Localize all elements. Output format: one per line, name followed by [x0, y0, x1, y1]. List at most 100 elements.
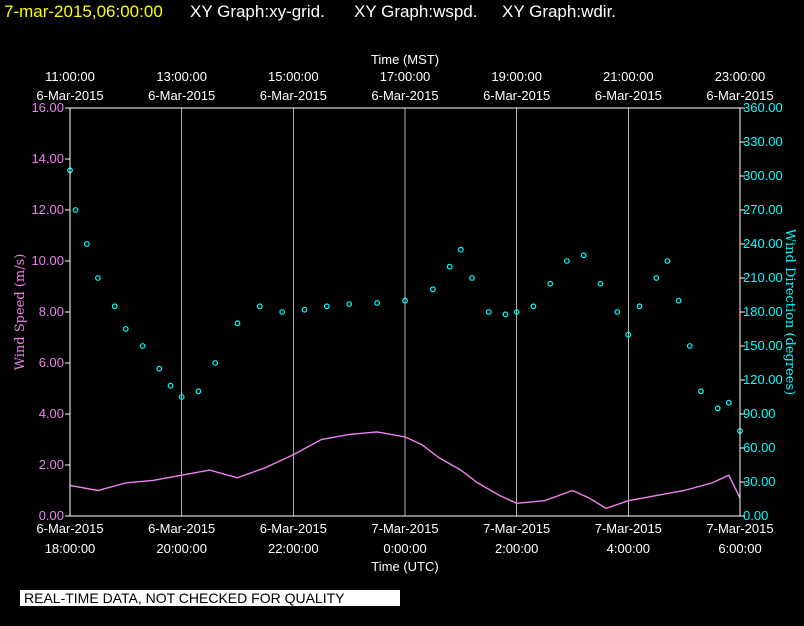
wind-direction-point	[122, 326, 129, 332]
wind-direction-point	[156, 365, 163, 372]
top-tick-date: 6-Mar-2015	[36, 88, 103, 103]
bottom-tick-date: 7-Mar-2015	[371, 521, 438, 536]
wind-direction-point	[675, 297, 682, 304]
left-axis-ticks: 0.00 2.00 4.00 6.00 8.00 10.00 12.00 14.00 16.00	[31, 100, 70, 523]
wind-direction-point	[636, 303, 643, 310]
wind-direction-point	[457, 246, 464, 253]
right-axis-ticks: 0.00 30.00 60.00 90.00 120.00 150.00 180.00 210…	[740, 100, 783, 523]
top-tick-date: 6-Mar-2015	[706, 88, 773, 103]
wind-direction-point	[714, 405, 721, 412]
wind-direction-point	[139, 343, 146, 349]
top-tick-date: 6-Mar-2015	[595, 88, 662, 103]
wind-direction-point	[279, 309, 286, 315]
wind-direction-point	[513, 309, 520, 315]
wind-direction-point	[580, 252, 587, 259]
wind-direction-point	[72, 207, 79, 213]
top-axis-label: Time (MST)	[371, 52, 439, 67]
right-tick-label: 180.00	[743, 304, 783, 319]
right-tick-label: 30.00	[743, 474, 776, 489]
left-tick-label: 4.00	[39, 406, 64, 421]
left-tick-label: 10.00	[31, 253, 64, 268]
right-tick-label: 0.00	[743, 508, 768, 523]
right-tick-label: 60.00	[743, 440, 776, 455]
wind-direction-point	[83, 241, 90, 247]
header-graph-wspd: XY Graph:wspd.	[354, 2, 478, 21]
left-tick-label: 8.00	[39, 304, 64, 319]
wind-direction-point	[614, 309, 621, 315]
bottom-axis-ticks: 6-Mar-2015 18:00:00 6-Mar-2015 20:00:00 6-Ma…	[36, 521, 773, 556]
wind-direction-point	[446, 263, 453, 270]
grid	[181, 108, 629, 516]
left-tick-label: 12.00	[31, 202, 64, 217]
bottom-tick-date: 7-Mar-2015	[483, 521, 550, 536]
bottom-tick-time: 4:00:00	[607, 541, 650, 556]
right-tick-label: 210.00	[743, 270, 783, 285]
left-tick-label: 14.00	[31, 151, 64, 166]
wind-speed-series	[69, 431, 741, 510]
left-tick-label: 6.00	[39, 355, 64, 370]
header-timestamp: 7-mar-2015,06:00:00	[4, 2, 163, 21]
wind-direction-point	[94, 275, 101, 281]
header-graph-xy-grid: XY Graph:xy-grid.	[190, 2, 325, 21]
top-tick-time: 11:00:00	[45, 69, 95, 84]
top-tick-date: 6-Mar-2015	[371, 88, 438, 103]
right-tick-label: 240.00	[743, 236, 783, 251]
top-tick-time: 19:00:00	[491, 69, 542, 84]
left-axis-label: Wind Speed (m/s)	[13, 254, 28, 371]
right-tick-label: 90.00	[743, 406, 776, 421]
wind-speed-line	[69, 431, 741, 510]
wind-direction-point	[502, 311, 509, 318]
bottom-tick-time: 0:00:00	[383, 541, 426, 556]
right-tick-label: 270.00	[743, 202, 783, 217]
wind-direction-point	[698, 388, 704, 395]
bottom-tick-time: 18:00:00	[45, 541, 96, 556]
left-tick-label: 0.00	[39, 508, 64, 523]
wind-direction-point	[195, 388, 202, 395]
wind-direction-point	[212, 360, 219, 366]
wind-direction-point	[402, 297, 408, 304]
top-tick-date: 6-Mar-2015	[483, 88, 550, 103]
right-tick-label: 150.00	[743, 338, 783, 353]
wind-direction-point	[547, 280, 554, 287]
wind-direction-point	[664, 258, 671, 264]
wind-direction-point	[234, 320, 241, 327]
bottom-tick-time: 20:00:00	[156, 541, 207, 556]
wind-direction-point	[564, 258, 570, 264]
bottom-axis-label: Time (UTC)	[371, 559, 438, 574]
wind-direction-point	[430, 286, 436, 293]
bottom-tick-date: 7-Mar-2015	[595, 521, 662, 536]
top-tick-time: 17:00:00	[380, 69, 431, 84]
bottom-tick-date: 6-Mar-2015	[260, 521, 327, 536]
bottom-tick-time: 2:00:00	[495, 541, 538, 556]
wind-direction-point	[256, 303, 263, 310]
top-tick-time: 21:00:00	[603, 69, 654, 84]
bottom-tick-date: 6-Mar-2015	[36, 521, 103, 536]
quality-disclaimer: REAL-TIME DATA, NOT CHECKED FOR QUALITY	[20, 590, 400, 606]
left-tick-label: 2.00	[39, 457, 64, 472]
wind-direction-point	[167, 382, 174, 389]
right-tick-label: 300.00	[743, 168, 783, 183]
top-tick-time: 23:00:00	[715, 69, 766, 84]
top-tick-date: 6-Mar-2015	[260, 88, 327, 103]
top-axis-ticks: 11:00:00 6-Mar-2015 13:00:00 6-Mar-2015 15:0…	[36, 69, 773, 103]
top-tick-time: 15:00:00	[268, 69, 319, 84]
wind-direction-point	[178, 394, 185, 400]
right-tick-label: 330.00	[743, 134, 783, 149]
wind-direction-point	[301, 306, 308, 313]
bottom-tick-date: 7-Mar-2015	[706, 521, 773, 536]
wind-direction-point	[346, 301, 353, 308]
wind-direction-point	[530, 303, 537, 310]
bottom-tick-date: 6-Mar-2015	[148, 521, 215, 536]
bottom-tick-time: 6:00:00	[718, 541, 761, 556]
wind-direction-point	[485, 309, 492, 315]
header-graph-wdir: XY Graph:wdir.	[502, 2, 617, 21]
bottom-tick-time: 22:00:00	[268, 541, 319, 556]
wind-direction-point	[111, 303, 118, 310]
top-tick-time: 13:00:00	[156, 69, 207, 84]
wind-direction-point	[469, 275, 475, 281]
wind-direction-point	[686, 343, 693, 349]
wind-direction-point	[374, 300, 381, 306]
wind-direction-point	[725, 399, 732, 406]
right-axis-label: Wind Direction (degrees)	[782, 229, 797, 395]
